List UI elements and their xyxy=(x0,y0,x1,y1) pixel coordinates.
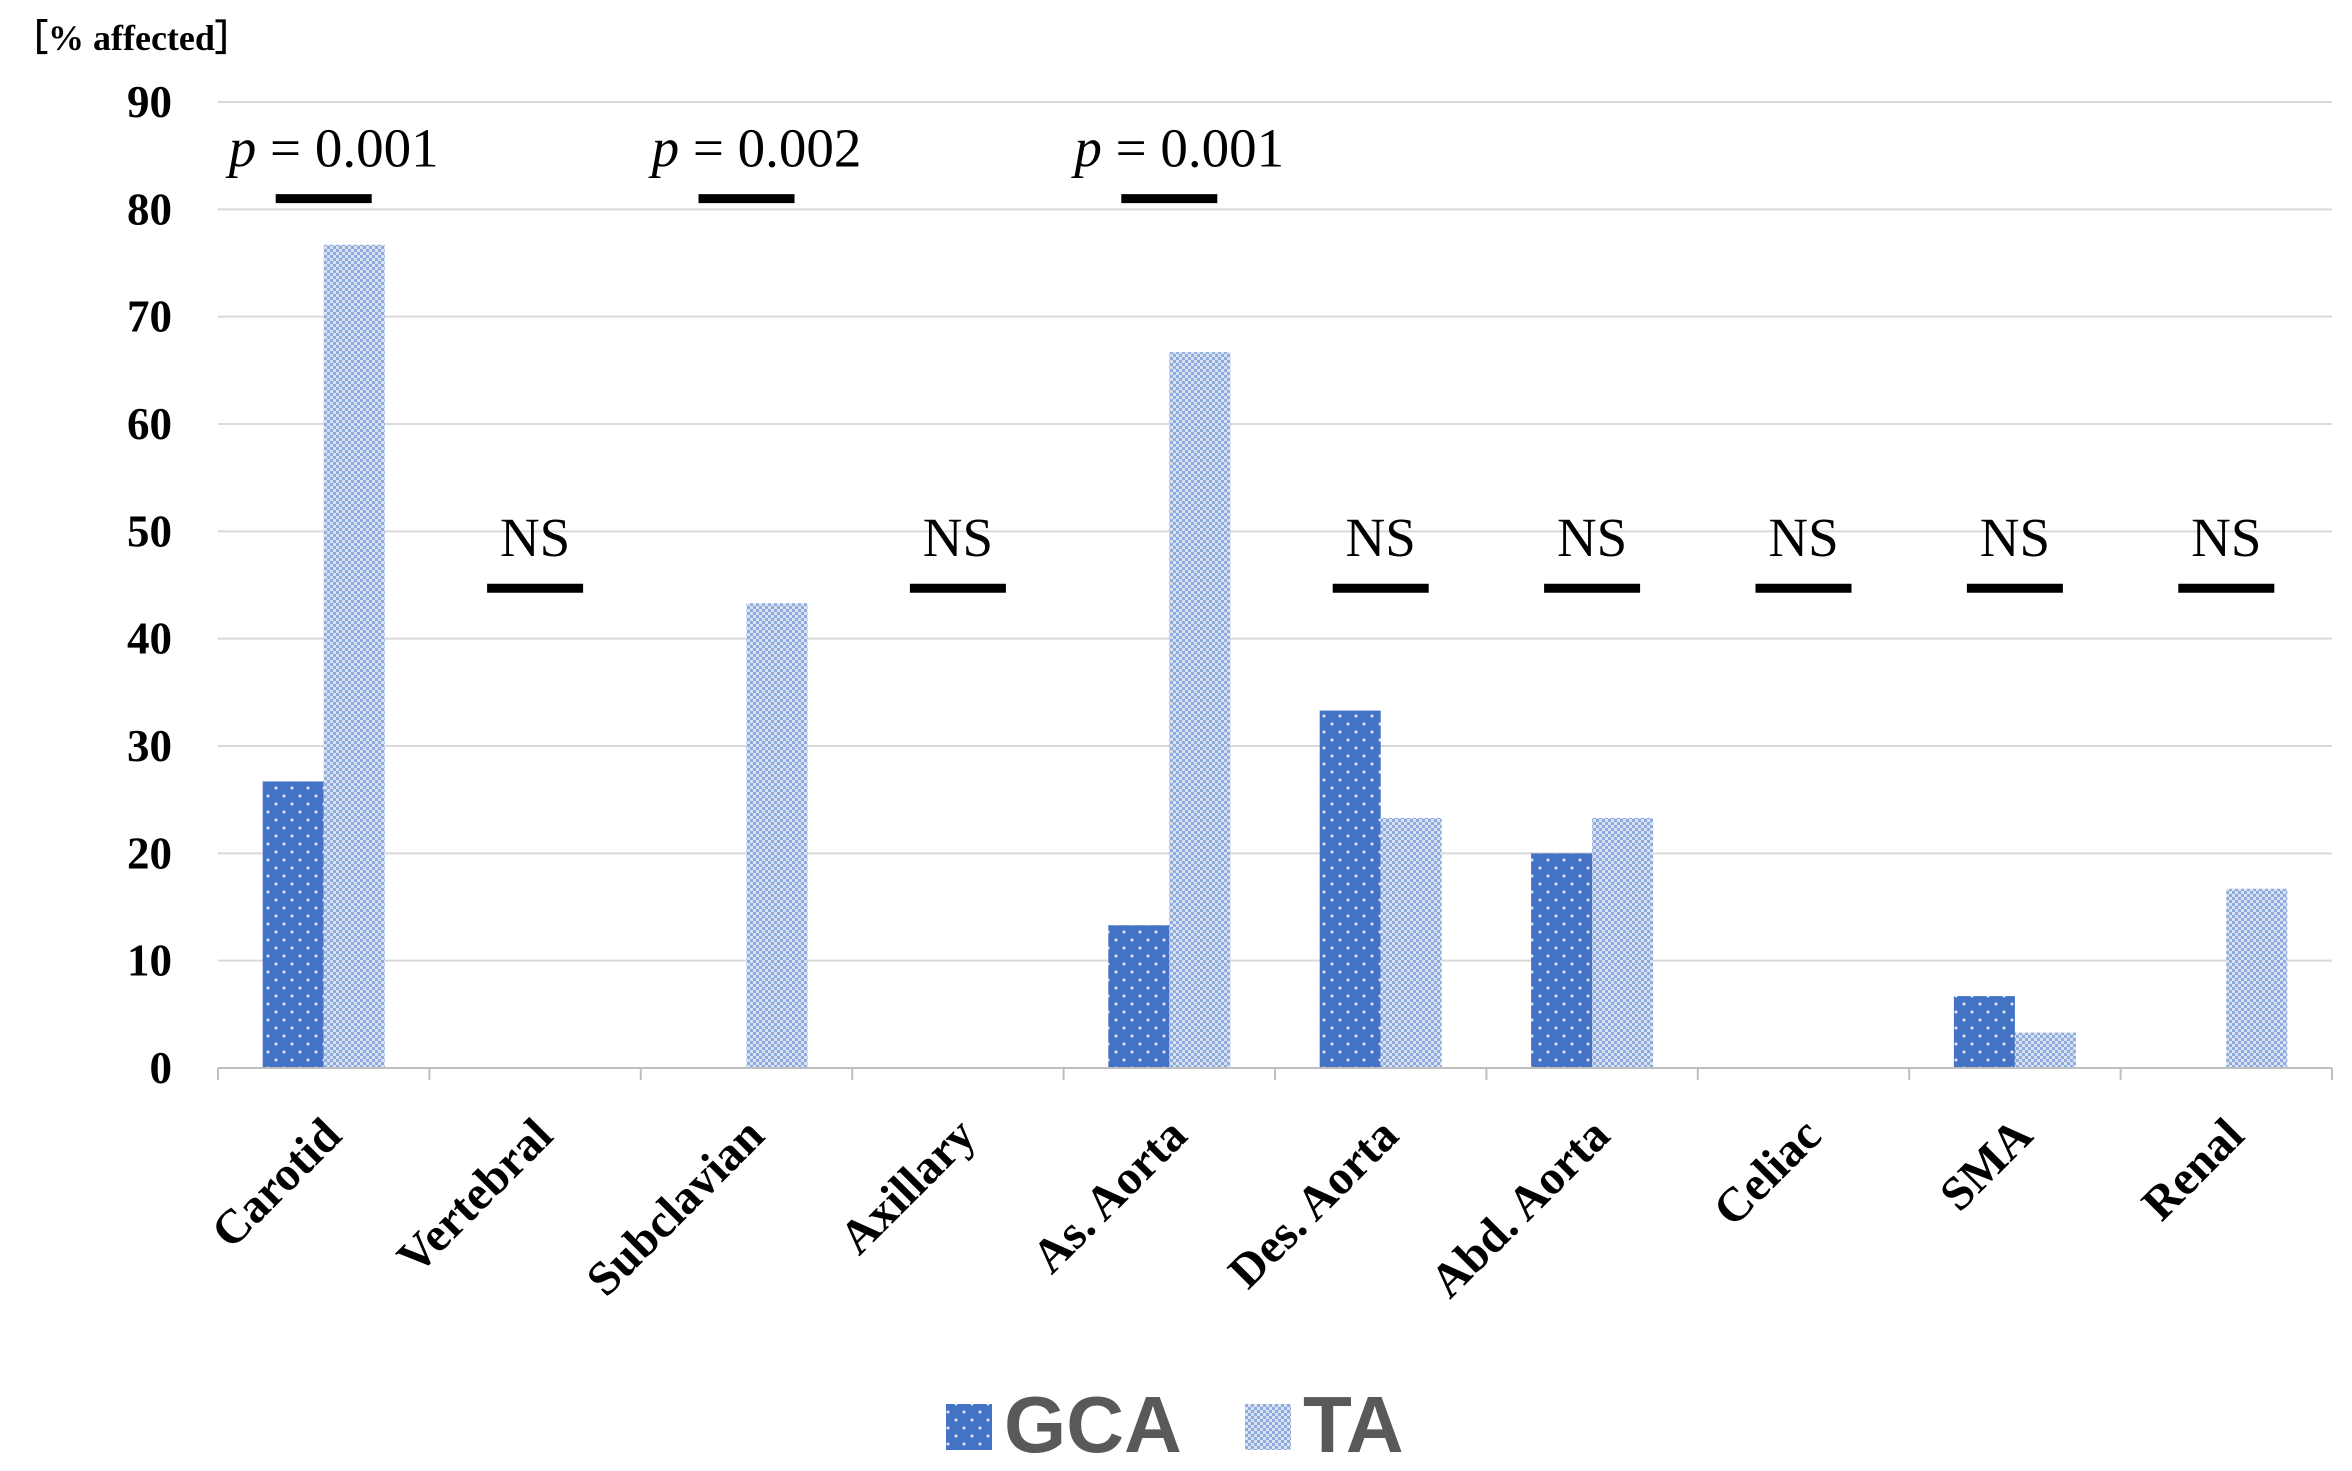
x-tick-label: Axillary xyxy=(829,1108,985,1264)
p-value-label: p = 0.002 xyxy=(648,118,862,179)
bar-ta xyxy=(1380,817,1442,1068)
bar-ta xyxy=(323,244,385,1069)
significance-label: NS xyxy=(923,507,993,568)
x-tick-label: Carotid xyxy=(201,1108,351,1258)
significance-label: NS xyxy=(500,507,570,568)
y-tick-label: 70 xyxy=(127,292,172,342)
p-symbol: p xyxy=(225,118,257,179)
x-tick-label: Renal xyxy=(2132,1108,2254,1230)
bar-ta xyxy=(2014,1032,2076,1068)
legend: GCA TA xyxy=(946,1380,1404,1469)
significance-label: NS xyxy=(1980,507,2050,568)
bar-gca xyxy=(1319,710,1381,1068)
p-value-label: p = 0.001 xyxy=(225,118,439,179)
y-tick-label: 20 xyxy=(127,828,172,878)
significance-annotations: p = 0.001 NS p = 0.002 NS p = 0.001 NS NS NS NS N… xyxy=(225,118,2275,593)
significance-label: NS xyxy=(1768,507,1838,568)
bar-gca xyxy=(262,781,324,1068)
x-tick-label: Subclavian xyxy=(576,1108,774,1306)
x-tick-label: Vertebral xyxy=(387,1108,563,1284)
gridlines xyxy=(218,101,2332,962)
legend-swatch-gca xyxy=(946,1404,992,1450)
legend-label-gca: GCA xyxy=(1004,1380,1182,1469)
p-value: = 0.001 xyxy=(1102,118,1284,179)
significance-label: NS xyxy=(1557,507,1627,568)
x-tick-label: Celiac xyxy=(1703,1108,1831,1236)
y-tick-label: 40 xyxy=(127,614,172,664)
x-tick-label: SMA xyxy=(1930,1108,2043,1221)
y-tick-label: 60 xyxy=(127,399,172,449)
bar-ta xyxy=(1592,817,1654,1068)
bar-gca xyxy=(1108,925,1170,1068)
significance-label: NS xyxy=(1346,507,1416,568)
x-tick-label: Abd. Aorta xyxy=(1420,1108,1620,1308)
legend-swatch-ta xyxy=(1245,1404,1291,1450)
bar-ta xyxy=(746,603,808,1068)
y-axis-label: ［% affected］ xyxy=(12,18,251,58)
p-symbol: p xyxy=(1070,118,1102,179)
bar-gca xyxy=(1531,853,1593,1068)
y-tick-label: 50 xyxy=(127,506,172,556)
p-value-label: p = 0.001 xyxy=(1070,118,1284,179)
p-symbol: p xyxy=(648,118,680,179)
p-value: = 0.001 xyxy=(256,118,438,179)
y-tick-label: 30 xyxy=(127,721,172,771)
bars xyxy=(262,244,2288,1069)
bar-ta xyxy=(2226,888,2288,1068)
bar-ta xyxy=(1169,352,1231,1068)
significance-label: NS xyxy=(2191,507,2261,568)
x-tick-label: Des. Aorta xyxy=(1218,1108,1408,1298)
bar-gca xyxy=(1953,996,2015,1068)
y-tick-label: 80 xyxy=(127,184,172,234)
y-tick-label: 90 xyxy=(127,77,172,127)
x-tick-label: As. Aorta xyxy=(1022,1108,1197,1283)
y-tick-label: 10 xyxy=(127,936,172,986)
y-tick-label: 0 xyxy=(150,1043,173,1093)
legend-label-ta: TA xyxy=(1303,1380,1404,1469)
p-value: = 0.002 xyxy=(679,118,861,179)
